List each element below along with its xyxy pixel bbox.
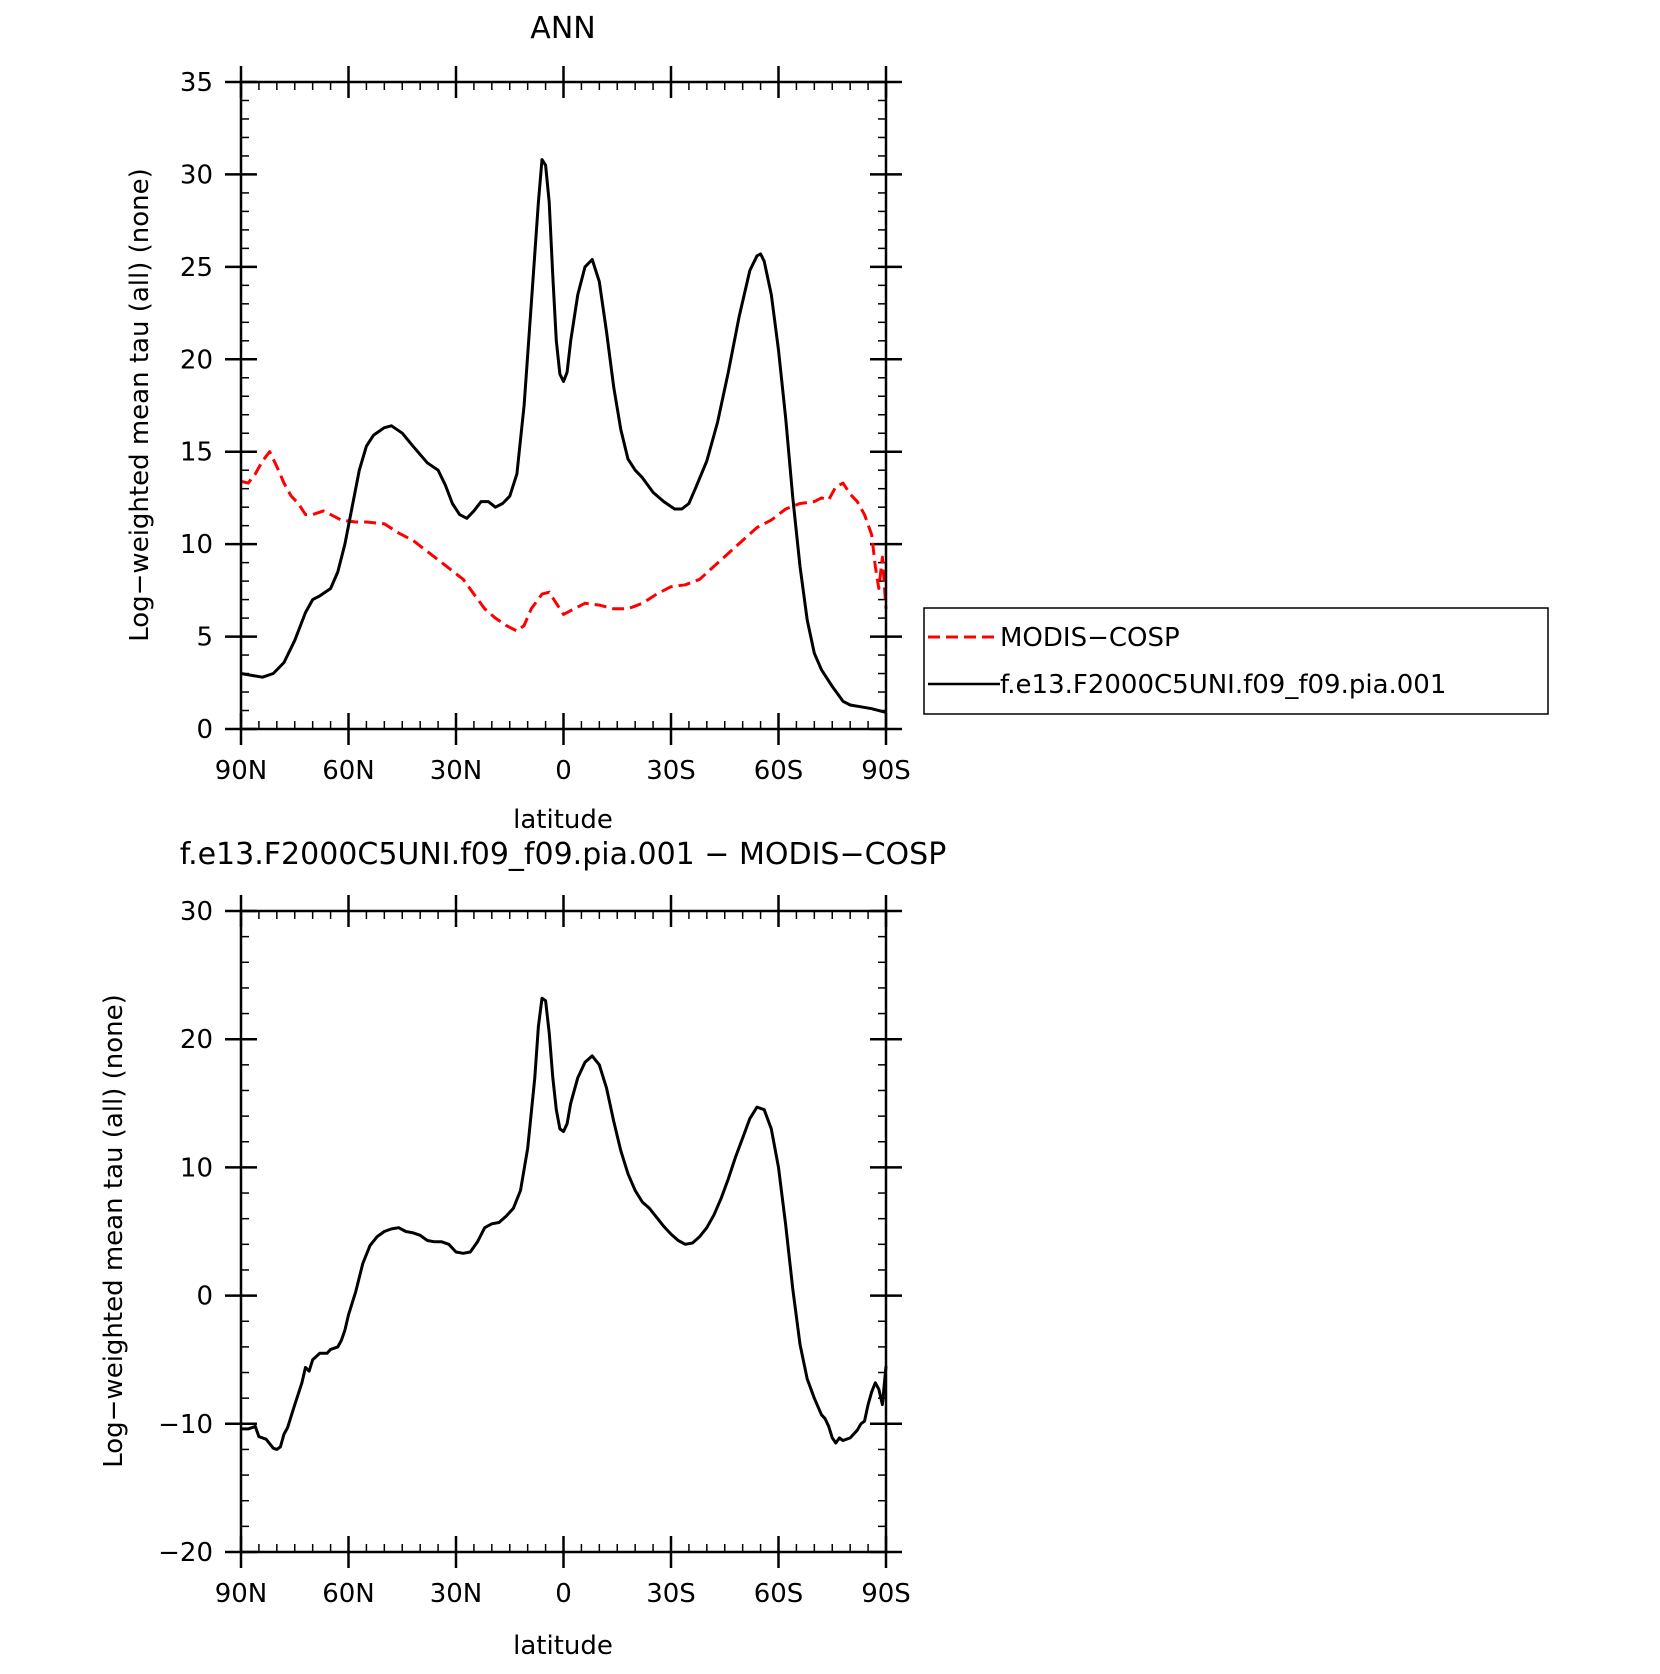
x-tick-label: 60N <box>322 1579 375 1609</box>
top-panel-y-axis-label: Log−weighted mean tau (all) (none) <box>125 168 155 642</box>
bottom-panel: f.e13.F2000C5UNI.f09_f09.pia.001 − MODIS… <box>99 837 946 1661</box>
y-tick-label: 10 <box>180 1153 213 1183</box>
x-tick-label: 60S <box>754 1579 804 1609</box>
x-tick-label: 90N <box>215 756 268 786</box>
bottom-panel-frame <box>239 909 888 1554</box>
y-tick-label: 5 <box>196 623 213 653</box>
y-tick-label: −20 <box>158 1538 213 1568</box>
y-tick-label: −10 <box>158 1410 213 1440</box>
legend-box <box>923 607 1549 715</box>
y-tick-label: 25 <box>180 253 213 283</box>
y-tick-label: 30 <box>180 160 213 190</box>
y-tick-label: 20 <box>180 1025 213 1055</box>
x-tick-label: 90S <box>861 756 911 786</box>
legend: MODIS−COSP f.e13.F2000C5UNI.f09_f09.pia.… <box>923 607 1549 715</box>
top-panel-title: ANN <box>530 11 595 46</box>
x-tick-label: 30S <box>646 1579 696 1609</box>
series-line-model <box>241 996 888 1451</box>
series-line-model <box>240 158 887 714</box>
x-tick-label: 60S <box>754 756 804 786</box>
top-panel-series <box>240 158 888 714</box>
top-panel-frame <box>239 80 888 731</box>
x-tick-label: 0 <box>555 756 572 786</box>
y-tick-label: 30 <box>180 897 213 927</box>
bottom-panel-title: f.e13.F2000C5UNI.f09_f09.pia.001 − MODIS… <box>180 837 947 872</box>
legend-label-model: f.e13.F2000C5UNI.f09_f09.pia.001 <box>1000 670 1446 700</box>
bottom-panel-series <box>241 996 888 1451</box>
x-tick-label: 30N <box>430 1579 483 1609</box>
y-tick-label: 10 <box>180 530 213 560</box>
x-tick-label: 90N <box>215 1579 268 1609</box>
y-tick-label: 20 <box>180 345 213 375</box>
bottom-panel-ticks: 90N 60N 30N 0 30S 60S 90S −20 −10 0 10 20 30 <box>158 895 911 1609</box>
y-tick-label: 35 <box>180 68 213 98</box>
series-line-modis <box>240 450 888 633</box>
x-tick-label: 30N <box>430 756 483 786</box>
y-tick-label: 0 <box>196 1282 213 1312</box>
x-tick-label: 30S <box>646 756 696 786</box>
bottom-panel-x-axis-label: latitude <box>513 1631 613 1661</box>
x-tick-label: 0 <box>555 1579 572 1609</box>
bottom-panel-y-axis-label: Log−weighted mean tau (all) (none) <box>99 994 129 1468</box>
top-panel: ANN 90N 60N 30N 0 30S 60S 90S 0 5 10 15 20 25 30 35 la… <box>125 11 1549 835</box>
x-tick-label: 90S <box>861 1579 911 1609</box>
x-tick-label: 60N <box>322 756 375 786</box>
top-panel-x-axis-label: latitude <box>513 805 613 835</box>
y-tick-label: 15 <box>180 438 213 468</box>
y-tick-label: 0 <box>196 715 213 745</box>
legend-label-modis: MODIS−COSP <box>1000 623 1180 653</box>
